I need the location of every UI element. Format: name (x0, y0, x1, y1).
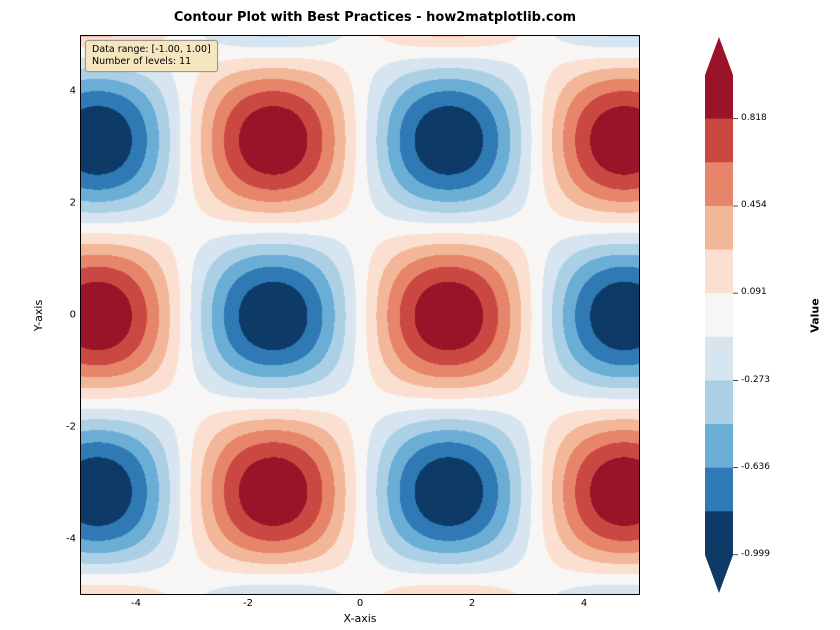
colorbar-segment (705, 424, 733, 468)
colorbar-segment (705, 337, 733, 381)
x-tick: 4 (581, 598, 587, 609)
colorbar-tick: 0.818 (741, 113, 767, 123)
colorbar-segment (705, 380, 733, 424)
colorbar-segment (705, 75, 733, 119)
colorbar-segment (705, 293, 733, 337)
colorbar-segment (705, 162, 733, 206)
page-title: Contour Plot with Best Practices - how2m… (50, 10, 700, 25)
colorbar-tick: 0.091 (741, 287, 767, 297)
y-tick: -2 (62, 422, 76, 433)
annotation-line-1: Data range: [-1.00, 1.00] (92, 44, 211, 56)
annotation-line-2: Number of levels: 11 (92, 56, 211, 68)
colorbar-tick: 0.454 (741, 200, 767, 210)
colorbar-tick: -0.636 (741, 462, 770, 472)
colorbar-extend-max-icon (705, 37, 733, 75)
y-tick: -4 (62, 534, 76, 545)
colorbar-tick: -0.273 (741, 375, 770, 385)
y-tick: 0 (62, 310, 76, 321)
x-tick: 0 (357, 598, 363, 609)
contour-canvas (81, 36, 640, 595)
colorbar-segment (705, 468, 733, 512)
x-tick: -4 (131, 598, 141, 609)
contour-plot (80, 35, 640, 595)
colorbar-extend-min-icon (705, 555, 733, 593)
y-axis-label: Y-axis (32, 35, 46, 595)
colorbar-segment (705, 511, 733, 555)
x-tick: 2 (469, 598, 475, 609)
colorbar-label: Value (808, 35, 822, 595)
colorbar-tick: -0.999 (741, 549, 770, 559)
colorbar-segment (705, 206, 733, 250)
annotation-box: Data range: [-1.00, 1.00] Number of leve… (85, 40, 218, 72)
x-axis-label: X-axis (80, 612, 640, 625)
colorbar-segment (705, 119, 733, 163)
x-tick: -2 (243, 598, 253, 609)
colorbar-segment (705, 250, 733, 294)
y-tick: 2 (62, 198, 76, 209)
y-tick: 4 (62, 86, 76, 97)
